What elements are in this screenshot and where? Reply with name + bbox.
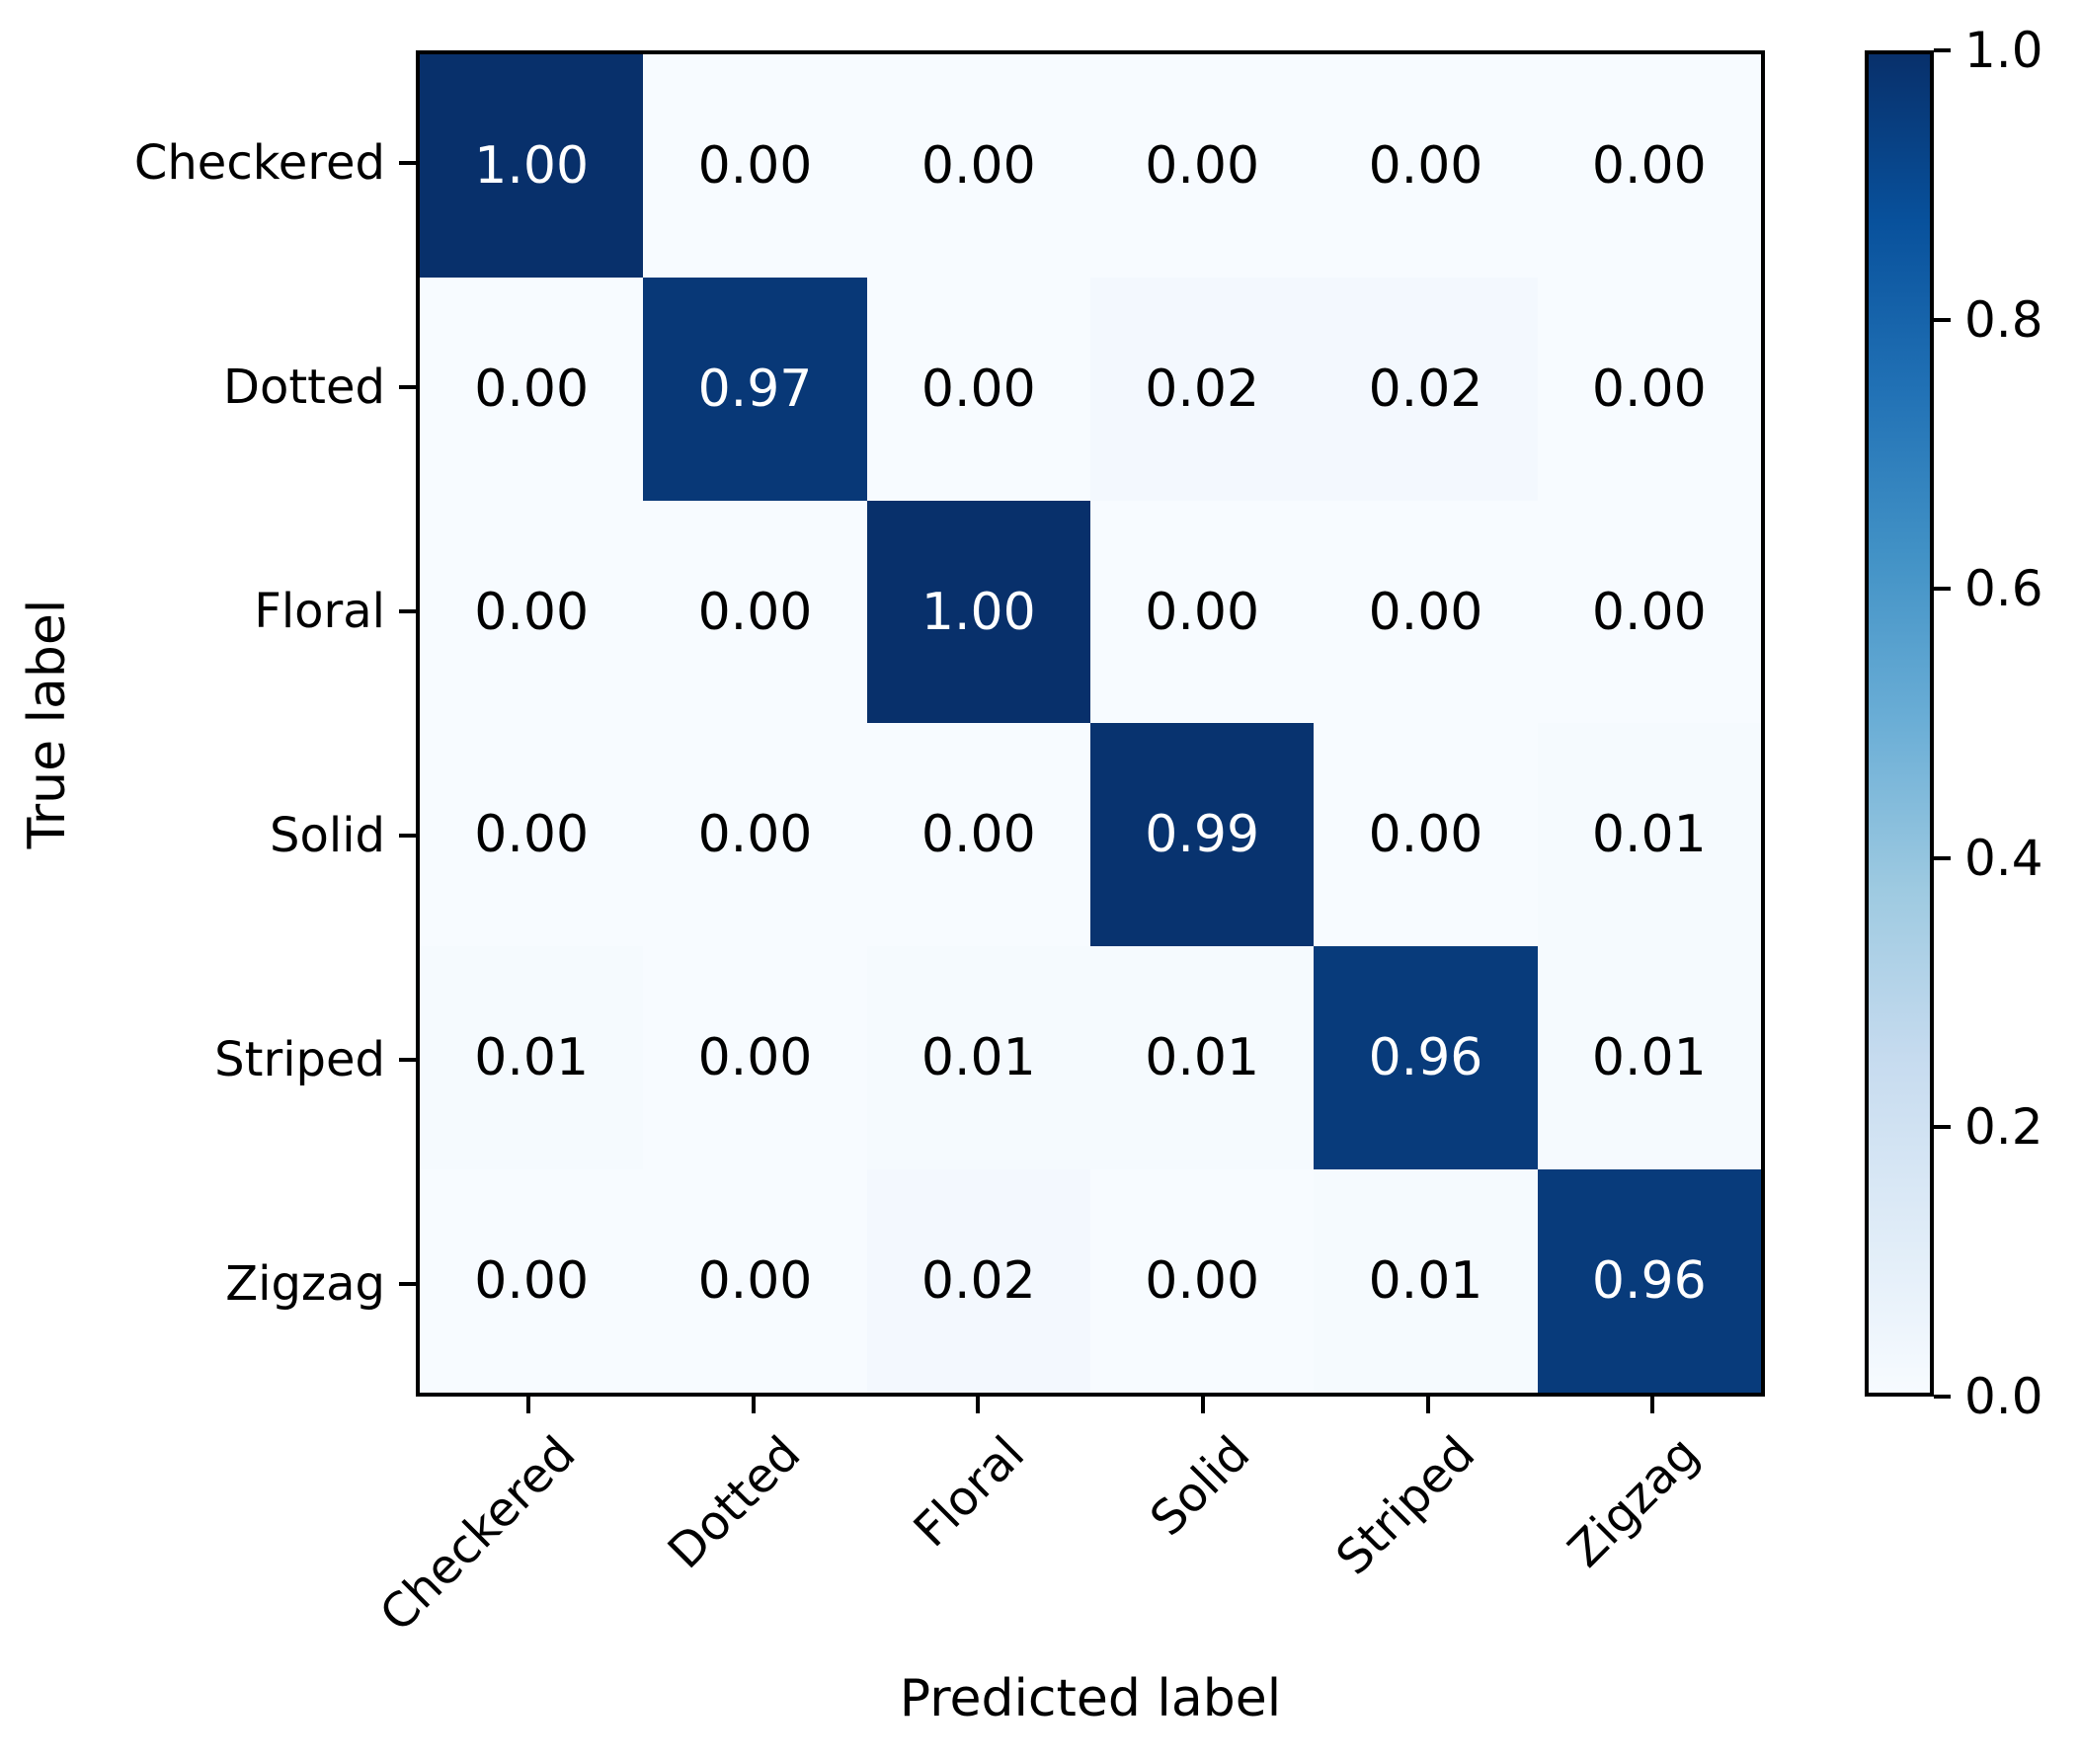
x-tick-mark xyxy=(1650,1397,1655,1413)
colorbar-tick-mark xyxy=(1934,587,1951,592)
heatmap-cell: 0.97 xyxy=(643,277,867,501)
y-tick-mark xyxy=(399,834,416,839)
x-tick-label: Striped xyxy=(1324,1425,1485,1586)
y-tick-label: Dotted xyxy=(223,359,385,415)
heatmap-cell: 0.01 xyxy=(866,946,1090,1170)
heatmap-cell: 0.01 xyxy=(1314,1169,1538,1393)
x-tick-mark xyxy=(751,1397,756,1413)
x-tick-label: Floral xyxy=(903,1425,1036,1559)
heatmap-cell: 0.00 xyxy=(1314,54,1538,278)
colorbar-tick-label: 0.4 xyxy=(1964,829,2043,887)
y-tick-mark xyxy=(399,160,416,165)
heatmap-cell: 0.00 xyxy=(643,946,867,1170)
x-tick-label: Solid xyxy=(1139,1425,1261,1548)
x-tick-mark xyxy=(525,1397,530,1413)
x-tick-label: Zigzag xyxy=(1558,1425,1711,1578)
y-tick-label: Solid xyxy=(270,808,385,864)
colorbar-tick-label: 0.6 xyxy=(1964,560,2043,618)
y-tick-mark xyxy=(399,384,416,389)
heatmap-cell: 0.01 xyxy=(1537,946,1761,1170)
colorbar xyxy=(1865,50,1934,1397)
heatmap-cell: 0.00 xyxy=(1537,500,1761,724)
colorbar-tick-mark xyxy=(1934,317,1951,322)
heatmap-cell: 0.00 xyxy=(1314,723,1538,947)
y-tick-mark xyxy=(399,1058,416,1063)
heatmap-cell: 0.02 xyxy=(1089,277,1315,501)
x-tick-mark xyxy=(976,1397,981,1413)
x-tick-label: Dotted xyxy=(657,1425,811,1580)
heatmap-cell: 1.00 xyxy=(420,54,644,278)
heatmap-cell: 0.00 xyxy=(643,723,867,947)
colorbar-tick-mark xyxy=(1934,855,1951,860)
heatmap-cell: 0.96 xyxy=(1537,1169,1761,1393)
colorbar-tick-label: 0.2 xyxy=(1964,1098,2043,1157)
heatmap-cell: 0.01 xyxy=(420,946,644,1170)
colorbar-tick-mark xyxy=(1934,48,1951,52)
heatmap-cell: 0.00 xyxy=(1537,277,1761,501)
heatmap-cell: 0.00 xyxy=(420,1169,644,1393)
heatmap-cell: 0.00 xyxy=(643,500,867,724)
y-tick-mark xyxy=(399,608,416,613)
x-tick-mark xyxy=(1425,1397,1430,1413)
heatmap-cell: 0.01 xyxy=(1089,946,1315,1170)
x-tick-mark xyxy=(1200,1397,1205,1413)
heatmap-cell: 0.00 xyxy=(1089,500,1315,724)
heatmap-cell: 1.00 xyxy=(866,500,1090,724)
heatmap-cell: 0.00 xyxy=(420,500,644,724)
heatmap-cell: 0.00 xyxy=(866,277,1090,501)
y-axis-title: True label xyxy=(18,599,77,848)
heatmap-cell: 0.02 xyxy=(1314,277,1538,501)
heatmap-cell: 0.00 xyxy=(1089,54,1315,278)
heatmap-cell: 0.02 xyxy=(866,1169,1090,1393)
heatmap: 1.00 0.00 0.00 0.00 0.00 0.00 0.00 0.97 0.00 0.02… xyxy=(416,50,1765,1397)
y-tick-mark xyxy=(399,1282,416,1287)
colorbar-tick-label: 0.8 xyxy=(1964,290,2043,349)
y-tick-label: Checkered xyxy=(133,134,385,191)
heatmap-cell: 0.00 xyxy=(1314,500,1538,724)
y-tick-label: Zigzag xyxy=(225,1256,385,1313)
heatmap-cell: 0.00 xyxy=(1089,1169,1315,1393)
y-tick-label: Floral xyxy=(254,583,385,639)
x-axis-title: Predicted label xyxy=(899,1669,1282,1728)
heatmap-cell: 0.01 xyxy=(1537,723,1761,947)
colorbar-tick-mark xyxy=(1934,1395,1951,1399)
heatmap-cell: 0.00 xyxy=(1537,54,1761,278)
y-tick-label: Striped xyxy=(214,1032,385,1088)
heatmap-cell: 0.00 xyxy=(866,723,1090,947)
colorbar-tick-label: 0.0 xyxy=(1964,1368,2043,1425)
heatmap-cell: 0.00 xyxy=(420,277,644,501)
colorbar-tick-mark xyxy=(1934,1125,1951,1130)
heatmap-cell: 0.00 xyxy=(643,1169,867,1393)
colorbar-tick-label: 1.0 xyxy=(1964,22,2043,79)
heatmap-cell: 0.99 xyxy=(1089,723,1315,947)
heatmap-cell: 0.00 xyxy=(866,54,1090,278)
heatmap-cell: 0.00 xyxy=(420,723,644,947)
heatmap-cell: 0.00 xyxy=(643,54,867,278)
x-tick-label: Checkered xyxy=(368,1425,587,1644)
heatmap-cell: 0.96 xyxy=(1314,946,1538,1170)
